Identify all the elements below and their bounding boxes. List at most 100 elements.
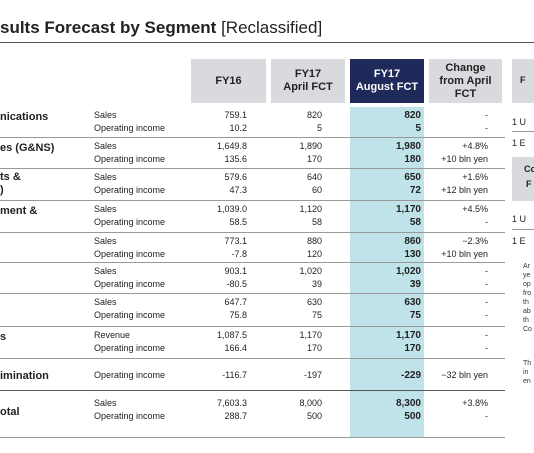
row-label: Operating income bbox=[94, 279, 166, 289]
row-divider bbox=[0, 232, 505, 233]
segment-name-line: ) bbox=[0, 184, 4, 196]
change-value: - bbox=[485, 217, 488, 227]
note-line: op bbox=[523, 281, 531, 288]
row-label: Operating income bbox=[94, 154, 166, 164]
table-row: Revenue 1,087.5 1,170 1,170 - bbox=[0, 330, 505, 342]
header-change-line2: from April bbox=[439, 74, 492, 87]
header-change: Change from April FCT bbox=[429, 59, 502, 103]
right-panel-line-4: 1 E bbox=[512, 236, 526, 246]
table-row: Operating income 47.3 60 72 +12 bln yen bbox=[0, 185, 505, 197]
table-row: Sales 759.1 820 820 - bbox=[0, 110, 505, 122]
right-panel-line-1: 1 U bbox=[512, 117, 527, 127]
fy16-value: 75.8 bbox=[229, 310, 247, 320]
april-fct-value: 640 bbox=[306, 172, 322, 182]
right-panel-header-2-line1: Co bbox=[524, 164, 534, 174]
header-april-line2: April FCT bbox=[283, 81, 333, 93]
april-fct-value: 5 bbox=[316, 123, 322, 133]
row-divider bbox=[0, 326, 505, 327]
change-value: +1.6% bbox=[462, 172, 488, 182]
right-panel-divider-1 bbox=[512, 131, 534, 132]
april-fct-value: 1,020 bbox=[299, 266, 322, 276]
august-fct-value: 1,170 bbox=[395, 330, 421, 341]
april-fct-value: 170 bbox=[306, 154, 322, 164]
note-line: Ar bbox=[523, 263, 530, 270]
table-row: Sales 773.1 880 860 −2.3% bbox=[0, 236, 505, 248]
april-fct-value: 120 bbox=[306, 249, 322, 259]
fy16-value: 166.4 bbox=[224, 343, 247, 353]
note-line: en bbox=[523, 378, 531, 385]
right-panel-header-1: F bbox=[512, 59, 534, 103]
change-value: - bbox=[485, 343, 488, 353]
header-april-fct-label: FY17 April FCT bbox=[283, 68, 333, 94]
table-row: Sales 1,649.8 1,890 1,980 +4.8% bbox=[0, 141, 505, 153]
row-label: Sales bbox=[94, 236, 117, 246]
table-row: Operating income 75.8 75 75 - bbox=[0, 310, 505, 322]
april-fct-value: 39 bbox=[311, 279, 322, 289]
fy16-value: 647.7 bbox=[224, 297, 247, 307]
segment-name-line: ment & bbox=[0, 205, 38, 217]
change-value: +10 bln yen bbox=[441, 249, 488, 259]
note-line: Th bbox=[523, 360, 532, 367]
change-value: +10 bln yen bbox=[441, 154, 488, 164]
note-line: th bbox=[523, 317, 529, 324]
title-subtitle: [Reclassified] bbox=[221, 18, 323, 37]
change-value: +4.8% bbox=[462, 141, 488, 151]
fy16-value: 288.7 bbox=[224, 411, 247, 421]
table-row: Operating income -116.7 -197 -229 −32 bln ye… bbox=[0, 370, 505, 382]
change-value: +3.8% bbox=[462, 398, 488, 408]
row-label: Sales bbox=[94, 110, 117, 120]
change-value: +12 bln yen bbox=[441, 185, 488, 195]
april-fct-value: 8,000 bbox=[299, 398, 322, 408]
row-divider bbox=[0, 200, 505, 201]
row-divider bbox=[0, 137, 505, 138]
august-fct-highlight-column bbox=[350, 107, 424, 437]
row-label: Sales bbox=[94, 204, 117, 214]
fy16-value: 1,087.5 bbox=[216, 330, 247, 340]
fy16-value: -80.5 bbox=[226, 279, 247, 289]
row-label: Sales bbox=[94, 398, 117, 408]
fy16-value: 903.1 bbox=[224, 266, 247, 276]
row-label: Operating income bbox=[94, 310, 166, 320]
fy16-value: 759.1 bbox=[224, 110, 247, 120]
row-label: Sales bbox=[94, 141, 117, 151]
row-divider bbox=[0, 293, 505, 294]
row-label: Operating income bbox=[94, 185, 166, 195]
table-row: Sales 647.7 630 630 - bbox=[0, 297, 505, 309]
august-fct-value: 1,020 bbox=[395, 266, 421, 277]
table-row: Operating income -7.8 120 130 +10 bln yen bbox=[0, 249, 505, 261]
fy16-value: 58.5 bbox=[229, 217, 247, 227]
change-value: −2.3% bbox=[462, 236, 488, 246]
change-value: +4.5% bbox=[462, 204, 488, 214]
segment-name-line: ts & bbox=[0, 171, 21, 183]
august-fct-value: 1,980 bbox=[395, 141, 421, 152]
fy16-value: 10.2 bbox=[229, 123, 247, 133]
right-panel-header-2-line2: F bbox=[526, 179, 532, 189]
table-row: Operating income 58.5 58 58 - bbox=[0, 217, 505, 229]
segment-name: imination bbox=[0, 370, 49, 383]
april-fct-value: 820 bbox=[306, 110, 322, 120]
row-divider bbox=[0, 168, 505, 169]
fy16-value: 579.6 bbox=[224, 172, 247, 182]
april-fct-value: 1,170 bbox=[299, 330, 322, 340]
change-value: - bbox=[485, 330, 488, 340]
row-divider bbox=[0, 262, 505, 263]
change-value: - bbox=[485, 266, 488, 276]
header-change-label: Change from April FCT bbox=[439, 62, 491, 101]
fy16-value: 7,603.3 bbox=[216, 398, 247, 408]
header-august-fct: FY17 August FCT bbox=[350, 59, 424, 103]
august-fct-value: 5 bbox=[415, 123, 421, 134]
segment-name-line: imination bbox=[0, 370, 49, 382]
august-fct-value: 130 bbox=[404, 249, 421, 260]
table-row: Sales 579.6 640 650 +1.6% bbox=[0, 172, 505, 184]
august-fct-value: 39 bbox=[409, 279, 421, 290]
segment-name: nications bbox=[0, 111, 48, 124]
august-fct-value: 630 bbox=[404, 297, 421, 308]
fy16-value: 47.3 bbox=[229, 185, 247, 195]
april-fct-value: 170 bbox=[306, 343, 322, 353]
header-august-line1: FY17 bbox=[373, 68, 401, 80]
august-fct-value: 170 bbox=[404, 343, 421, 354]
row-divider bbox=[0, 358, 505, 359]
row-divider bbox=[0, 390, 505, 391]
header-fy16-label: FY16 bbox=[215, 74, 242, 87]
april-fct-value: 75 bbox=[311, 310, 322, 320]
